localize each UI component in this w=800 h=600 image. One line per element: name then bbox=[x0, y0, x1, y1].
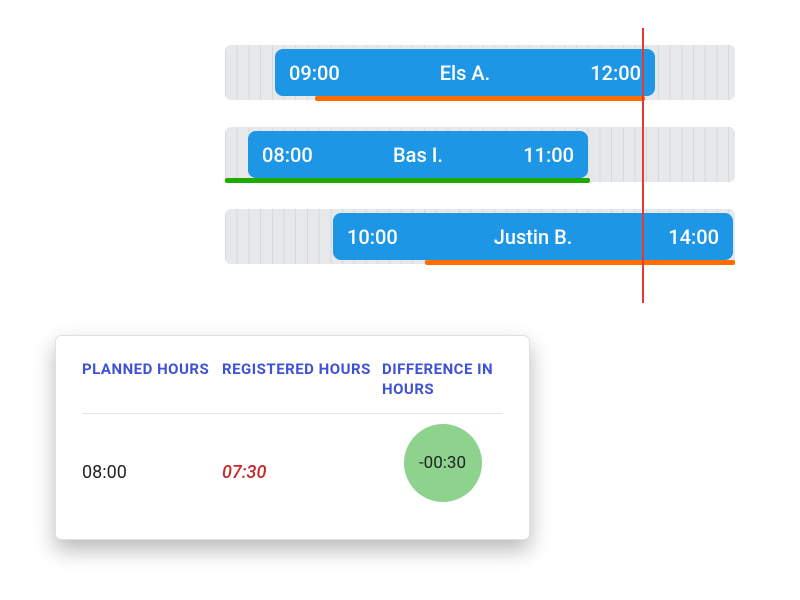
value-difference-badge: -00:30 bbox=[404, 424, 482, 502]
value-planned: 08:00 bbox=[82, 462, 212, 483]
now-indicator-line bbox=[642, 28, 644, 303]
header-planned: PLANNED HOURS bbox=[82, 360, 212, 399]
card-data-row: 08:00 07:30 -00:30 bbox=[82, 442, 503, 502]
gantt-row: 10:00Justin B.14:00 bbox=[225, 209, 735, 264]
schedule-gantt: 09:00Els A.12:00 08:00Bas I.11:00 10:00Jus… bbox=[225, 45, 735, 291]
actual-time-underbar bbox=[425, 260, 735, 265]
header-registered: REGISTERED HOURS bbox=[222, 360, 372, 399]
actual-time-underbar bbox=[315, 96, 645, 101]
value-registered: 07:30 bbox=[222, 462, 372, 483]
gantt-row: 08:00Bas I.11:00 bbox=[225, 127, 735, 182]
shift-person-name: Bas I. bbox=[313, 143, 524, 167]
shift-start-time: 09:00 bbox=[289, 61, 340, 85]
shift-person-name: Justin B. bbox=[398, 225, 669, 249]
shift-end-time: 11:00 bbox=[523, 143, 574, 167]
shift-start-time: 10:00 bbox=[347, 225, 398, 249]
shift-end-time: 14:00 bbox=[668, 225, 719, 249]
hours-summary-card: PLANNED HOURS REGISTERED HOURS DIFFERENC… bbox=[55, 335, 530, 540]
header-difference: DIFFERENCE IN HOURS bbox=[382, 360, 503, 399]
shift-person-name: Els A. bbox=[340, 61, 591, 85]
shift-end-time: 12:00 bbox=[590, 61, 641, 85]
shift-bar[interactable]: 09:00Els A.12:00 bbox=[275, 49, 655, 96]
actual-time-underbar bbox=[225, 178, 590, 183]
shift-bar[interactable]: 08:00Bas I.11:00 bbox=[248, 131, 588, 178]
shift-start-time: 08:00 bbox=[262, 143, 313, 167]
gantt-row: 09:00Els A.12:00 bbox=[225, 45, 735, 100]
card-divider bbox=[82, 413, 503, 414]
shift-bar[interactable]: 10:00Justin B.14:00 bbox=[333, 213, 733, 260]
card-header-row: PLANNED HOURS REGISTERED HOURS DIFFERENC… bbox=[82, 360, 503, 413]
